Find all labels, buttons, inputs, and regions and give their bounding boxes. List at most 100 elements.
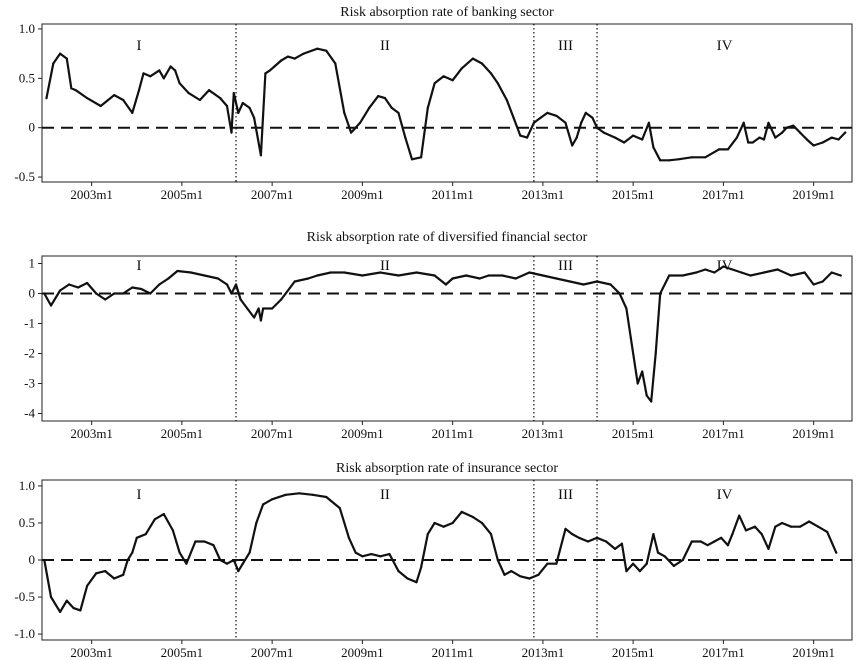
data-point (187, 92, 190, 95)
data-point (406, 577, 409, 580)
data-point (844, 131, 847, 134)
data-point (799, 131, 802, 134)
data-point (194, 540, 197, 543)
period-label: I (137, 38, 142, 54)
data-point (735, 136, 739, 139)
y-tick-label: -0.5 (14, 589, 35, 604)
data-point (720, 536, 723, 539)
data-point (99, 104, 102, 108)
x-tick-label: 2011m1 (432, 426, 474, 441)
data-point (489, 72, 493, 75)
data-point (632, 562, 635, 565)
data-point (144, 533, 147, 536)
data-point (738, 514, 741, 517)
data-point (785, 126, 788, 129)
data-point (505, 98, 508, 102)
data-point (70, 87, 73, 90)
data-point (740, 271, 743, 274)
y-tick-label: -3 (24, 376, 35, 391)
data-point (225, 562, 229, 565)
data-point (444, 283, 447, 286)
data-point (690, 540, 693, 543)
chart-panel-1: Risk absorption rate of banking sector 1.… (14, 5, 853, 202)
data-point (652, 533, 655, 536)
x-tick-label: 2017m1 (702, 187, 745, 202)
data-point (792, 124, 795, 127)
data-point (232, 558, 235, 562)
data-point (503, 573, 506, 576)
data-point (262, 503, 265, 506)
data-point (830, 136, 833, 139)
x-tick-label: 2011m1 (432, 187, 474, 202)
data-point (140, 287, 143, 291)
data-point (207, 89, 211, 92)
data-point (361, 555, 364, 558)
chart-panel-3: Risk absorption rate of insurance sector… (14, 461, 853, 660)
plot-frame (41, 255, 853, 422)
data-point (803, 271, 806, 274)
data-point (647, 121, 651, 124)
data-point (316, 274, 319, 277)
data-point (131, 551, 134, 554)
data-point (650, 400, 653, 403)
data-point (659, 292, 662, 295)
data-point (426, 533, 429, 536)
x-tick-label: 2015m1 (612, 187, 655, 202)
period-label: IV (717, 38, 733, 54)
data-point (49, 595, 53, 599)
data-point (465, 274, 468, 277)
data-point (830, 271, 833, 274)
data-point (59, 289, 62, 292)
data-point (582, 283, 585, 286)
data-point (546, 562, 549, 565)
x-tick-label: 2007m1 (251, 187, 294, 202)
data-point (264, 72, 267, 75)
data-point (325, 495, 328, 499)
data-point (433, 521, 436, 525)
data-point (397, 570, 400, 573)
data-point (350, 131, 353, 134)
data-point (95, 572, 98, 575)
data-point (776, 268, 779, 271)
data-point (59, 610, 62, 614)
data-point (629, 337, 633, 340)
y-tick-label: 0.5 (19, 515, 35, 530)
data-point (731, 533, 734, 536)
data-point (620, 542, 624, 545)
data-point (420, 156, 423, 159)
x-tick-label: 2003m1 (70, 187, 113, 202)
data-point (526, 136, 529, 139)
data-point (185, 562, 188, 565)
x-tick-label: 2009m1 (341, 645, 384, 660)
data-point (555, 114, 558, 117)
data-point (433, 274, 436, 277)
data-point (821, 141, 824, 144)
x-tick-label: 2019m1 (792, 645, 835, 660)
data-point (781, 521, 784, 525)
data-point (189, 271, 192, 274)
period-label: III (558, 38, 573, 54)
data-point (284, 493, 287, 496)
data-point (774, 525, 777, 528)
data-point (442, 75, 445, 78)
data-point (519, 575, 522, 578)
data-point (487, 274, 490, 277)
data-point (510, 570, 513, 573)
data-point (645, 394, 648, 397)
data-point (805, 138, 809, 141)
x-tick-label: 2019m1 (792, 426, 835, 441)
data-point (113, 94, 116, 97)
data-point (307, 277, 310, 280)
data-point (169, 65, 172, 68)
data-point (77, 286, 80, 289)
data-point (451, 277, 454, 280)
data-point (537, 573, 540, 576)
data-point (614, 136, 617, 139)
data-point (142, 72, 145, 75)
data-point (699, 540, 702, 543)
period-label: III (558, 487, 573, 503)
data-point (512, 116, 515, 119)
data-point (234, 283, 238, 286)
data-point (176, 269, 179, 273)
data-point (591, 116, 594, 119)
